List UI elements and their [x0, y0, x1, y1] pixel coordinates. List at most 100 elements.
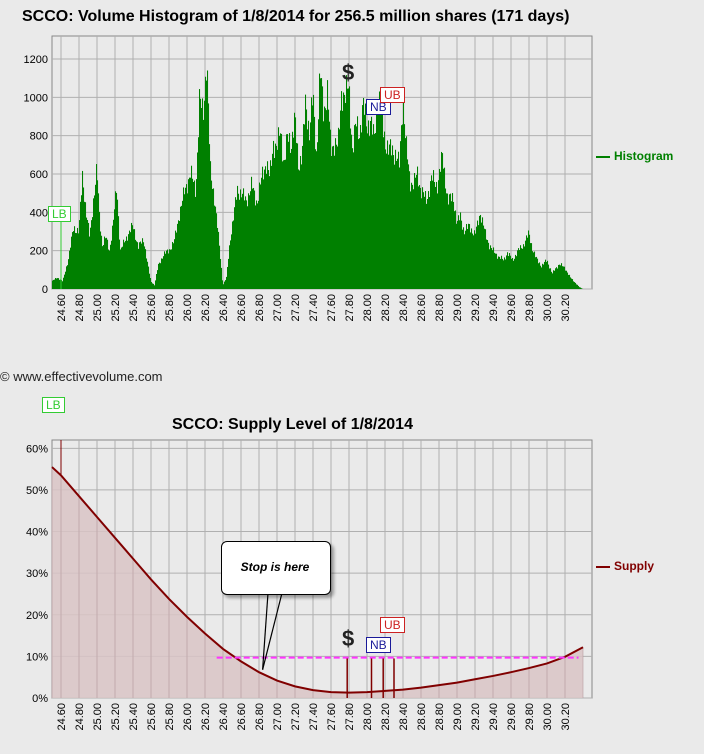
- histogram-bar: [98, 193, 100, 289]
- histogram-bar: [498, 256, 500, 289]
- hist-xtick-label: 29.40: [488, 294, 500, 322]
- histogram-bar: [394, 164, 396, 289]
- histogram-bar: [109, 250, 111, 289]
- hist-ytick-label: 600: [30, 169, 48, 181]
- histogram-bar: [124, 242, 126, 289]
- histogram-bar: [323, 121, 325, 290]
- histogram-bar: [203, 119, 205, 289]
- hist-xtick-label: 27.20: [290, 294, 302, 322]
- hist-xtick-label: 24.80: [74, 294, 86, 322]
- histogram-bar: [224, 281, 226, 289]
- histogram-bar: [524, 246, 526, 289]
- histogram-bar: [426, 203, 428, 289]
- histogram-bar: [116, 192, 118, 289]
- histogram-bar: [317, 142, 319, 289]
- histogram-bar: [490, 245, 492, 289]
- histogram-bar: [563, 266, 565, 289]
- histogram-bar: [386, 153, 388, 289]
- histogram-bar: [423, 192, 425, 289]
- histogram-bar: [301, 164, 303, 289]
- supply-xtick-label: 27.40: [308, 703, 320, 731]
- histogram-bar: [368, 120, 370, 289]
- histogram-bar: [361, 132, 363, 289]
- histogram-bar: [562, 266, 564, 289]
- hist-xtick-label: 29.80: [524, 294, 536, 322]
- histogram-bar: [269, 176, 271, 289]
- histogram-bar: [94, 195, 96, 289]
- histogram-bar: [499, 256, 501, 289]
- histogram-bar: [525, 240, 527, 289]
- histogram-bar: [92, 217, 94, 289]
- histogram-bar: [277, 149, 279, 289]
- histogram-bar: [80, 201, 82, 289]
- histogram-bar: [391, 155, 393, 289]
- histogram-bar: [208, 103, 210, 290]
- histogram-bar: [293, 137, 295, 289]
- histogram-bar: [166, 250, 168, 289]
- histogram-bar: [518, 248, 520, 289]
- histogram-bar: [400, 141, 402, 289]
- histogram-bar: [559, 264, 561, 289]
- histogram-bar: [568, 274, 570, 289]
- histogram-bar: [137, 242, 139, 289]
- histogram-bar: [526, 235, 528, 289]
- histogram-bar: [304, 124, 306, 289]
- histogram-bar: [580, 287, 582, 289]
- histogram-bar: [191, 165, 193, 289]
- histogram-bar: [101, 235, 103, 289]
- histogram-bar: [122, 246, 124, 289]
- histogram-bar: [506, 255, 508, 289]
- histogram-bar: [463, 227, 465, 289]
- histogram-bar: [72, 232, 74, 289]
- histogram-bar: [545, 259, 547, 289]
- histogram-bar: [148, 266, 150, 289]
- histogram-bar: [308, 120, 310, 289]
- histogram-bar: [214, 205, 216, 289]
- histogram-bar: [511, 258, 513, 289]
- histogram-bar: [132, 225, 134, 289]
- histogram-bar: [141, 243, 143, 289]
- histogram-bar: [425, 191, 427, 289]
- supply-ytick-label: 10%: [26, 651, 48, 663]
- histogram-bar: [383, 137, 385, 289]
- histogram-bar: [128, 234, 130, 289]
- supply-ytick-label: 20%: [26, 610, 48, 622]
- histogram-bar: [205, 76, 207, 290]
- histogram-bar: [252, 188, 254, 289]
- histogram-bar: [571, 278, 573, 289]
- histogram-bar: [78, 233, 80, 289]
- histogram-bar: [146, 258, 148, 289]
- histogram-bar: [121, 247, 123, 289]
- histogram-bar: [567, 272, 569, 289]
- histogram-bar: [528, 230, 530, 289]
- histogram-bar: [102, 246, 104, 289]
- histogram-bar: [52, 280, 54, 289]
- histogram-bar: [393, 155, 395, 289]
- histogram-bar: [295, 117, 297, 289]
- histogram-bar: [558, 264, 560, 289]
- histogram-bar: [204, 100, 206, 289]
- histogram-bar: [516, 256, 518, 289]
- histogram-bar: [337, 146, 339, 289]
- histogram-bar: [216, 213, 218, 289]
- histogram-bar: [328, 109, 330, 289]
- histogram-bar: [547, 260, 549, 289]
- histogram-bar: [536, 256, 538, 289]
- histogram-bar: [403, 102, 405, 289]
- histogram-bar: [523, 244, 525, 289]
- histogram-bar: [533, 252, 535, 289]
- histogram-bar: [543, 264, 545, 289]
- supply-legend-swatch: [596, 565, 610, 568]
- histogram-bar: [282, 161, 284, 289]
- histogram-bar: [66, 266, 68, 289]
- histogram-bar: [532, 251, 534, 289]
- histogram-bar: [286, 134, 288, 289]
- histogram-bar: [560, 265, 562, 289]
- histogram-bar: [120, 249, 122, 289]
- histogram-bar: [198, 137, 200, 289]
- stop-callout-text: Stop is here: [240, 560, 310, 574]
- histogram-bar: [434, 182, 436, 289]
- histogram-bar: [125, 240, 127, 289]
- histogram-bar: [519, 249, 521, 289]
- histogram-bar: [183, 187, 185, 289]
